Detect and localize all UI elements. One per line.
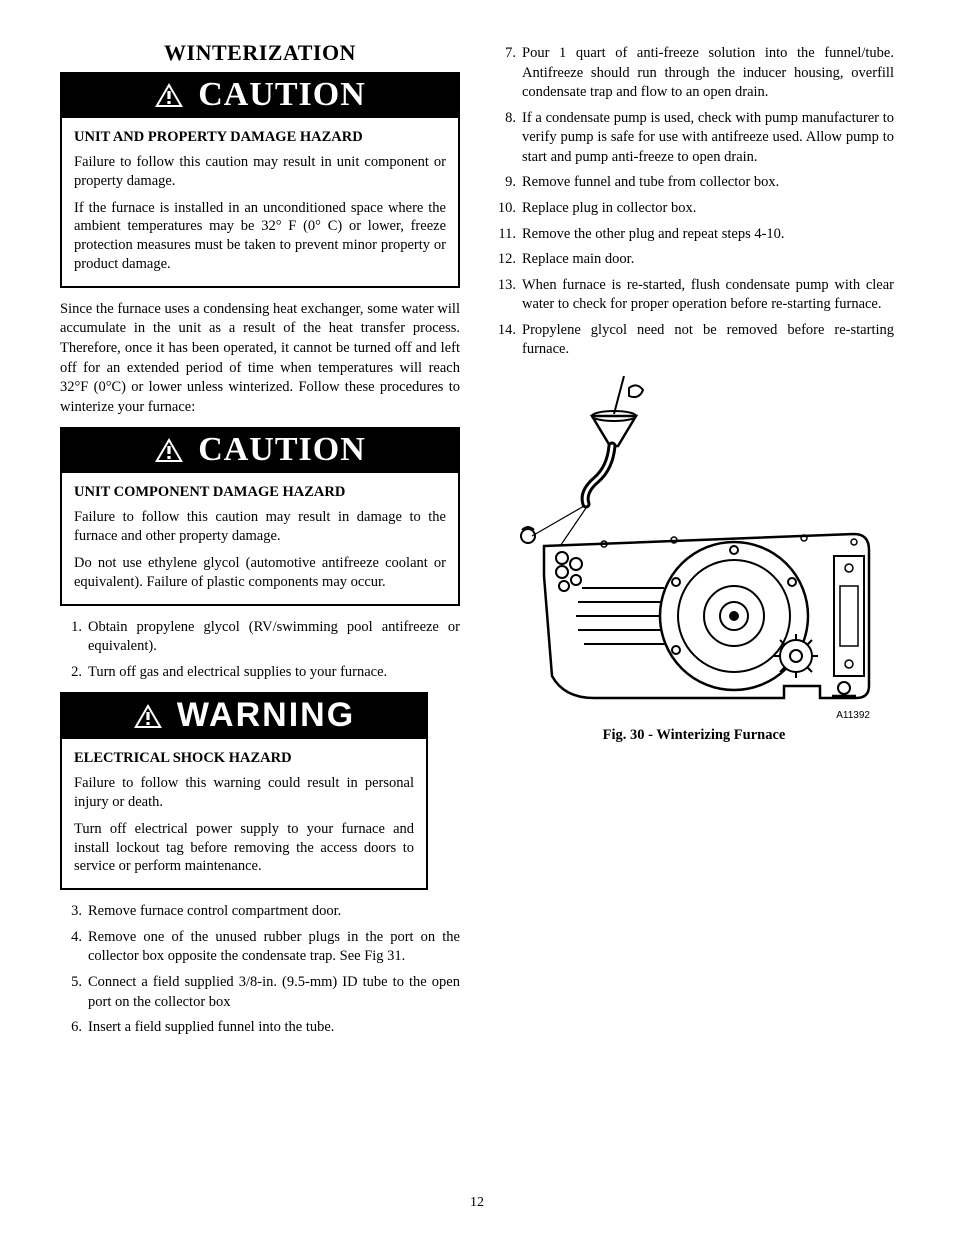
caution1-p2: If the furnace is installed in an uncond… <box>74 199 446 274</box>
caution-banner-text-2: CAUTION <box>198 431 366 469</box>
warning-box: WARNING ELECTRICAL SHOCK HAZARD Failure … <box>60 692 428 890</box>
step-item: 12.Replace main door. <box>494 250 894 270</box>
caution-banner-text-1: CAUTION <box>198 76 366 114</box>
step-number: 1. <box>60 618 88 657</box>
caution-title-1: UNIT AND PROPERTY DAMAGE HAZARD <box>74 128 446 147</box>
step-item: 4.Remove one of the unused rubber plugs … <box>60 928 460 967</box>
step-text: Insert a field supplied funnel into the … <box>88 1018 460 1038</box>
step-text: Remove one of the unused rubber plugs in… <box>88 928 460 967</box>
right-column: 7.Pour 1 quart of anti-freeze solution i… <box>494 40 894 1048</box>
step-number: 12. <box>494 250 522 270</box>
step-item: 6.Insert a field supplied funnel into th… <box>60 1018 460 1038</box>
caution-header-2: CAUTION <box>62 429 458 473</box>
caution-box-1: CAUTION UNIT AND PROPERTY DAMAGE HAZARD … <box>60 72 460 288</box>
warning-header: WARNING <box>62 694 426 739</box>
step-text: Propylene glycol need not be removed bef… <box>522 321 894 360</box>
step-text: Remove furnace control compartment door. <box>88 902 460 922</box>
step-number: 7. <box>494 44 522 103</box>
caution1-p1: Failure to follow this caution may resul… <box>74 153 446 191</box>
section-title: WINTERIZATION <box>60 40 460 66</box>
step-item: 8.If a condensate pump is used, check wi… <box>494 109 894 168</box>
step-number: 4. <box>60 928 88 967</box>
step-text: Remove funnel and tube from collector bo… <box>522 173 894 193</box>
figure-30: A11392 Fig. 30 - Winterizing Furnace <box>494 376 894 744</box>
step-item: 10.Replace plug in collector box. <box>494 199 894 219</box>
step-number: 6. <box>60 1018 88 1038</box>
step-number: 14. <box>494 321 522 360</box>
step-number: 9. <box>494 173 522 193</box>
warning-banner-text: WARNING <box>177 696 355 735</box>
step-text: Replace plug in collector box. <box>522 199 894 219</box>
warning-body: ELECTRICAL SHOCK HAZARD Failure to follo… <box>62 739 426 888</box>
caution-box-2: CAUTION UNIT COMPONENT DAMAGE HAZARD Fai… <box>60 427 460 605</box>
steps-list-a: 1.Obtain propylene glycol (RV/swimming p… <box>60 618 460 683</box>
warning-triangle-icon <box>154 437 184 463</box>
warning-triangle-icon <box>133 703 163 729</box>
step-number: 2. <box>60 663 88 683</box>
steps-list-b: 3.Remove furnace control compartment doo… <box>60 902 460 1037</box>
step-number: 3. <box>60 902 88 922</box>
step-text: Obtain propylene glycol (RV/swimming poo… <box>88 618 460 657</box>
step-item: 7.Pour 1 quart of anti-freeze solution i… <box>494 44 894 103</box>
two-column-layout: WINTERIZATION CAUTION UNIT AND PROPERTY … <box>60 40 894 1048</box>
figure-caption: Fig. 30 - Winterizing Furnace <box>494 727 894 744</box>
caution2-p2: Do not use ethylene glycol (automotive a… <box>74 554 446 592</box>
caution-body-1: UNIT AND PROPERTY DAMAGE HAZARD Failure … <box>62 118 458 286</box>
warning-p1: Failure to follow this warning could res… <box>74 774 414 812</box>
step-text: Remove the other plug and repeat steps 4… <box>522 225 894 245</box>
caution2-p1: Failure to follow this caution may resul… <box>74 508 446 546</box>
step-item: 1.Obtain propylene glycol (RV/swimming p… <box>60 618 460 657</box>
step-number: 5. <box>60 973 88 1012</box>
page-number: 12 <box>0 1195 954 1211</box>
step-number: 8. <box>494 109 522 168</box>
warning-title: ELECTRICAL SHOCK HAZARD <box>74 749 414 768</box>
figure-code: A11392 <box>494 710 894 721</box>
step-item: 13.When furnace is re-started, flush con… <box>494 276 894 315</box>
step-item: 14.Propylene glycol need not be removed … <box>494 321 894 360</box>
step-item: 3.Remove furnace control compartment doo… <box>60 902 460 922</box>
step-text: Turn off gas and electrical supplies to … <box>88 663 460 683</box>
step-item: 11.Remove the other plug and repeat step… <box>494 225 894 245</box>
step-number: 10. <box>494 199 522 219</box>
step-item: 9.Remove funnel and tube from collector … <box>494 173 894 193</box>
winterizing-furnace-diagram <box>514 376 874 706</box>
left-column: WINTERIZATION CAUTION UNIT AND PROPERTY … <box>60 40 460 1048</box>
step-item: 2.Turn off gas and electrical supplies t… <box>60 663 460 683</box>
step-number: 11. <box>494 225 522 245</box>
caution-body-2: UNIT COMPONENT DAMAGE HAZARD Failure to … <box>62 473 458 603</box>
warning-triangle-icon <box>154 82 184 108</box>
step-number: 13. <box>494 276 522 315</box>
step-text: Replace main door. <box>522 250 894 270</box>
caution-title-2: UNIT COMPONENT DAMAGE HAZARD <box>74 483 446 502</box>
steps-list-c: 7.Pour 1 quart of anti-freeze solution i… <box>494 44 894 360</box>
step-text: Pour 1 quart of anti-freeze solution int… <box>522 44 894 103</box>
warning-p2: Turn off electrical power supply to your… <box>74 820 414 877</box>
caution-header-1: CAUTION <box>62 74 458 118</box>
step-text: If a condensate pump is used, check with… <box>522 109 894 168</box>
step-text: When furnace is re-started, flush conden… <box>522 276 894 315</box>
intro-paragraph: Since the furnace uses a condensing heat… <box>60 300 460 417</box>
step-item: 5.Connect a field supplied 3/8-in. (9.5-… <box>60 973 460 1012</box>
step-text: Connect a field supplied 3/8-in. (9.5-mm… <box>88 973 460 1012</box>
